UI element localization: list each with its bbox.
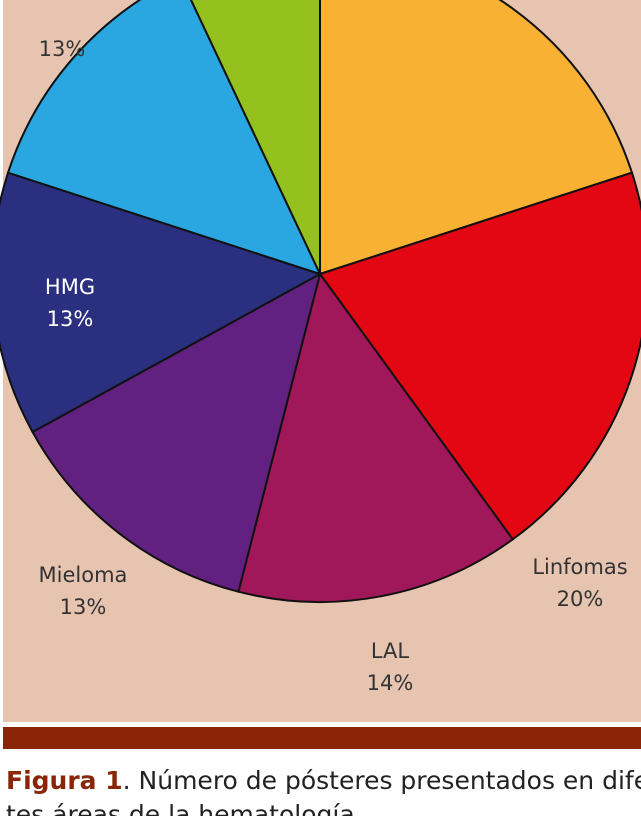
pie-slice (189, 0, 321, 275)
pie (0, 0, 641, 603)
slice-label: HMG (45, 275, 95, 299)
pie-slice (0, 171, 323, 434)
value-label: 13% (47, 307, 94, 331)
caption-label: Figura 1 (6, 766, 123, 795)
pie-slice (6, 0, 322, 276)
slice-label: LAL (371, 639, 410, 663)
slice-label: Linfomas (532, 555, 627, 579)
value-label: 13% (60, 595, 107, 619)
caption-text: . Número de pósteres presentados en dife… (123, 766, 641, 795)
value-label: 14% (367, 671, 414, 695)
value-label: 13% (39, 37, 86, 61)
pie-slice (237, 271, 515, 603)
slice-label: Mieloma (39, 563, 128, 587)
labels: Linfomas 20% LAL 14% Mieloma 13% HMG 13% 13% (39, 37, 628, 695)
value-label: 20% (557, 587, 604, 611)
pie-slice (31, 272, 322, 593)
caption-line: Figura 1. Número de pósteres presentados… (6, 766, 641, 795)
pie-slice (318, 171, 641, 541)
pie-slice (319, 0, 634, 276)
caption-line: tes áreas de la hematología. (6, 800, 363, 816)
separator-bar (3, 727, 641, 749)
